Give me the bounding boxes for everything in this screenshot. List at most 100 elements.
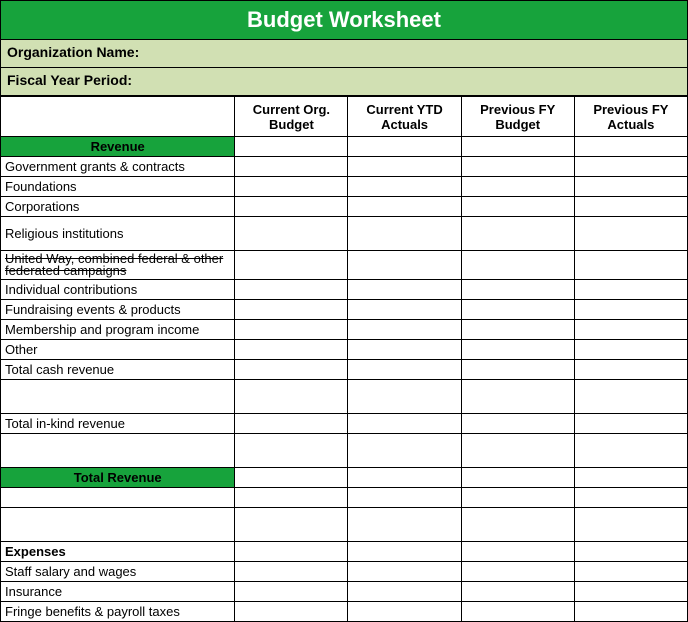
row-label: [1, 508, 235, 542]
cell[interactable]: [235, 157, 348, 177]
cell[interactable]: [461, 562, 574, 582]
row-label: [1, 434, 235, 468]
cell[interactable]: [461, 197, 574, 217]
cell[interactable]: [574, 320, 687, 340]
table-row: Total cash revenue: [1, 360, 688, 380]
cell[interactable]: [461, 137, 574, 157]
cell[interactable]: [461, 217, 574, 251]
cell[interactable]: [235, 300, 348, 320]
cell[interactable]: [461, 251, 574, 280]
cell[interactable]: [574, 468, 687, 488]
cell[interactable]: [461, 468, 574, 488]
cell[interactable]: [461, 542, 574, 562]
cell[interactable]: [348, 340, 461, 360]
cell[interactable]: [574, 217, 687, 251]
cell[interactable]: [348, 157, 461, 177]
cell[interactable]: [461, 582, 574, 602]
table-row: United Way, combined federal & other fed…: [1, 251, 688, 280]
cell[interactable]: [235, 217, 348, 251]
cell[interactable]: [348, 197, 461, 217]
cell[interactable]: [348, 434, 461, 468]
cell[interactable]: [348, 280, 461, 300]
cell[interactable]: [574, 340, 687, 360]
cell[interactable]: [348, 562, 461, 582]
cell[interactable]: [348, 360, 461, 380]
cell[interactable]: [574, 434, 687, 468]
table-row: Fundraising events & products: [1, 300, 688, 320]
cell[interactable]: [574, 300, 687, 320]
cell[interactable]: [574, 197, 687, 217]
cell[interactable]: [235, 414, 348, 434]
expenses-header-row: Expenses: [1, 542, 688, 562]
cell[interactable]: [235, 602, 348, 622]
cell[interactable]: [235, 488, 348, 508]
cell[interactable]: [348, 542, 461, 562]
cell[interactable]: [348, 137, 461, 157]
cell[interactable]: [235, 280, 348, 300]
cell[interactable]: [574, 488, 687, 508]
cell[interactable]: [235, 137, 348, 157]
cell[interactable]: [574, 508, 687, 542]
cell[interactable]: [574, 542, 687, 562]
cell[interactable]: [461, 280, 574, 300]
cell[interactable]: [574, 380, 687, 414]
cell[interactable]: [461, 380, 574, 414]
cell[interactable]: [461, 177, 574, 197]
cell[interactable]: [348, 602, 461, 622]
cell[interactable]: [574, 562, 687, 582]
cell[interactable]: [461, 434, 574, 468]
cell[interactable]: [574, 177, 687, 197]
table-row: [1, 488, 688, 508]
cell[interactable]: [235, 380, 348, 414]
cell[interactable]: [235, 251, 348, 280]
cell[interactable]: [461, 360, 574, 380]
cell[interactable]: [235, 320, 348, 340]
cell[interactable]: [574, 602, 687, 622]
cell[interactable]: [348, 414, 461, 434]
revenue-label: Revenue: [1, 137, 235, 157]
cell[interactable]: [348, 488, 461, 508]
cell[interactable]: [348, 300, 461, 320]
cell[interactable]: [348, 320, 461, 340]
cell[interactable]: [348, 217, 461, 251]
cell[interactable]: [235, 562, 348, 582]
cell[interactable]: [574, 360, 687, 380]
cell[interactable]: [235, 177, 348, 197]
cell[interactable]: [461, 602, 574, 622]
col-prev-actuals: Previous FY Actuals: [574, 97, 687, 137]
cell[interactable]: [574, 582, 687, 602]
column-header-row: Current Org. Budget Current YTD Actuals …: [1, 97, 688, 137]
cell[interactable]: [574, 251, 687, 280]
cell[interactable]: [235, 468, 348, 488]
row-label: Fringe benefits & payroll taxes: [1, 602, 235, 622]
row-label: Government grants & contracts: [1, 157, 235, 177]
cell[interactable]: [235, 340, 348, 360]
cell[interactable]: [574, 157, 687, 177]
cell[interactable]: [348, 582, 461, 602]
cell[interactable]: [235, 542, 348, 562]
cell[interactable]: [348, 468, 461, 488]
table-row: [1, 434, 688, 468]
cell[interactable]: [348, 380, 461, 414]
cell[interactable]: [235, 360, 348, 380]
cell[interactable]: [461, 414, 574, 434]
cell[interactable]: [461, 300, 574, 320]
cell[interactable]: [348, 508, 461, 542]
cell[interactable]: [461, 340, 574, 360]
cell[interactable]: [235, 508, 348, 542]
row-label: Foundations: [1, 177, 235, 197]
cell[interactable]: [461, 157, 574, 177]
row-label: [1, 488, 235, 508]
table-row: Staff salary and wages: [1, 562, 688, 582]
cell[interactable]: [235, 197, 348, 217]
cell[interactable]: [348, 177, 461, 197]
cell[interactable]: [574, 137, 687, 157]
cell[interactable]: [574, 280, 687, 300]
cell[interactable]: [235, 582, 348, 602]
cell[interactable]: [574, 414, 687, 434]
cell[interactable]: [348, 251, 461, 280]
cell[interactable]: [461, 488, 574, 508]
cell[interactable]: [235, 434, 348, 468]
cell[interactable]: [461, 320, 574, 340]
cell[interactable]: [461, 508, 574, 542]
